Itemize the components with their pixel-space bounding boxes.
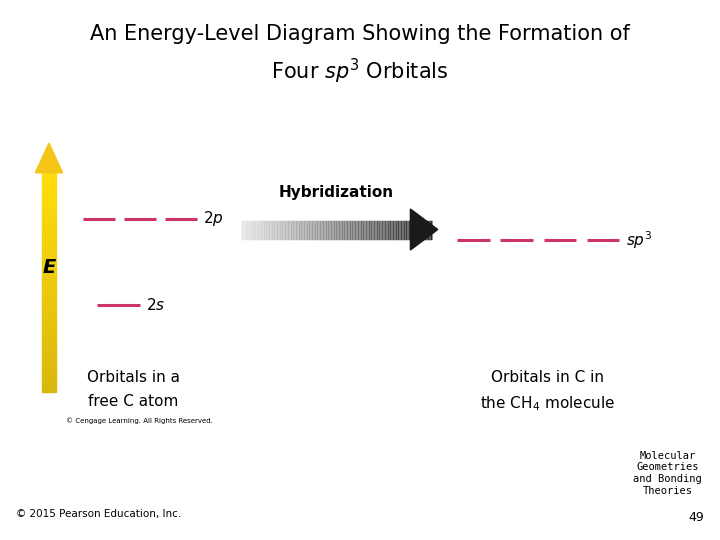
Polygon shape bbox=[42, 282, 56, 285]
Text: Orbitals in C in: Orbitals in C in bbox=[491, 370, 603, 385]
Polygon shape bbox=[42, 381, 56, 383]
Polygon shape bbox=[42, 249, 56, 252]
Polygon shape bbox=[42, 353, 56, 356]
Text: © 2015 Pearson Education, Inc.: © 2015 Pearson Education, Inc. bbox=[16, 509, 181, 519]
Polygon shape bbox=[42, 369, 56, 373]
Polygon shape bbox=[42, 296, 56, 299]
Polygon shape bbox=[42, 323, 56, 326]
Text: Hybridization: Hybridization bbox=[279, 185, 394, 200]
Polygon shape bbox=[42, 247, 56, 249]
Polygon shape bbox=[42, 276, 56, 279]
Polygon shape bbox=[42, 337, 56, 340]
Text: Four $\mathit{sp}^3$ Orbitals: Four $\mathit{sp}^3$ Orbitals bbox=[271, 57, 449, 86]
Text: E: E bbox=[42, 258, 55, 277]
Polygon shape bbox=[42, 260, 56, 263]
Polygon shape bbox=[42, 271, 56, 274]
Polygon shape bbox=[42, 279, 56, 282]
Polygon shape bbox=[42, 329, 56, 332]
Polygon shape bbox=[42, 217, 56, 219]
Polygon shape bbox=[42, 225, 56, 227]
Polygon shape bbox=[42, 307, 56, 309]
Polygon shape bbox=[42, 206, 56, 208]
Polygon shape bbox=[42, 266, 56, 268]
Polygon shape bbox=[42, 364, 56, 367]
Polygon shape bbox=[42, 176, 56, 178]
Polygon shape bbox=[42, 268, 56, 271]
Polygon shape bbox=[42, 375, 56, 378]
Polygon shape bbox=[42, 367, 56, 369]
Polygon shape bbox=[42, 359, 56, 361]
Polygon shape bbox=[42, 293, 56, 296]
Polygon shape bbox=[42, 288, 56, 291]
Polygon shape bbox=[42, 203, 56, 206]
Polygon shape bbox=[42, 304, 56, 307]
Text: Molecular
Geometries
and Bonding
Theories: Molecular Geometries and Bonding Theorie… bbox=[634, 451, 702, 496]
Polygon shape bbox=[42, 389, 56, 392]
Polygon shape bbox=[42, 200, 56, 203]
Text: An Energy-Level Diagram Showing the Formation of: An Energy-Level Diagram Showing the Form… bbox=[90, 24, 630, 44]
Polygon shape bbox=[42, 181, 56, 184]
Polygon shape bbox=[42, 189, 56, 192]
Polygon shape bbox=[42, 320, 56, 323]
Text: $\mathit{2s}$: $\mathit{2s}$ bbox=[146, 297, 166, 313]
Polygon shape bbox=[42, 173, 56, 176]
Text: $\mathit{2p}$: $\mathit{2p}$ bbox=[203, 209, 224, 228]
Polygon shape bbox=[42, 219, 56, 222]
Polygon shape bbox=[42, 315, 56, 318]
Polygon shape bbox=[42, 309, 56, 312]
Polygon shape bbox=[42, 378, 56, 381]
Text: $\mathit{sp}^3$: $\mathit{sp}^3$ bbox=[626, 230, 652, 251]
Polygon shape bbox=[42, 255, 56, 258]
Polygon shape bbox=[35, 143, 63, 173]
Polygon shape bbox=[42, 334, 56, 337]
Polygon shape bbox=[42, 241, 56, 244]
Polygon shape bbox=[42, 235, 56, 239]
Text: the CH$_4$ molecule: the CH$_4$ molecule bbox=[480, 394, 615, 413]
Polygon shape bbox=[42, 361, 56, 364]
Polygon shape bbox=[410, 209, 438, 250]
Polygon shape bbox=[42, 239, 56, 241]
Polygon shape bbox=[42, 340, 56, 342]
Polygon shape bbox=[42, 227, 56, 230]
Polygon shape bbox=[42, 348, 56, 350]
Polygon shape bbox=[42, 263, 56, 266]
Polygon shape bbox=[42, 332, 56, 334]
Text: © Cengage Learning. All Rights Reserved.: © Cengage Learning. All Rights Reserved. bbox=[66, 417, 213, 423]
Polygon shape bbox=[42, 342, 56, 345]
Polygon shape bbox=[42, 345, 56, 348]
Polygon shape bbox=[42, 291, 56, 293]
Polygon shape bbox=[42, 258, 56, 260]
Polygon shape bbox=[42, 192, 56, 195]
Polygon shape bbox=[42, 386, 56, 389]
Polygon shape bbox=[42, 326, 56, 329]
Polygon shape bbox=[42, 208, 56, 211]
Polygon shape bbox=[42, 186, 56, 189]
Polygon shape bbox=[42, 195, 56, 198]
Polygon shape bbox=[42, 230, 56, 233]
Polygon shape bbox=[42, 184, 56, 186]
Polygon shape bbox=[42, 244, 56, 247]
Polygon shape bbox=[42, 178, 56, 181]
Polygon shape bbox=[42, 214, 56, 217]
Polygon shape bbox=[42, 356, 56, 359]
Polygon shape bbox=[42, 285, 56, 288]
Polygon shape bbox=[42, 252, 56, 255]
Polygon shape bbox=[42, 198, 56, 200]
Polygon shape bbox=[42, 301, 56, 304]
Polygon shape bbox=[42, 383, 56, 386]
Polygon shape bbox=[42, 373, 56, 375]
Polygon shape bbox=[42, 274, 56, 276]
Polygon shape bbox=[42, 222, 56, 225]
Polygon shape bbox=[42, 350, 56, 353]
Text: 49: 49 bbox=[688, 511, 704, 524]
Polygon shape bbox=[42, 299, 56, 301]
Polygon shape bbox=[42, 318, 56, 320]
Text: free C atom: free C atom bbox=[88, 394, 179, 409]
Polygon shape bbox=[42, 312, 56, 315]
Polygon shape bbox=[42, 233, 56, 235]
Polygon shape bbox=[42, 211, 56, 214]
Text: Orbitals in a: Orbitals in a bbox=[86, 370, 180, 385]
